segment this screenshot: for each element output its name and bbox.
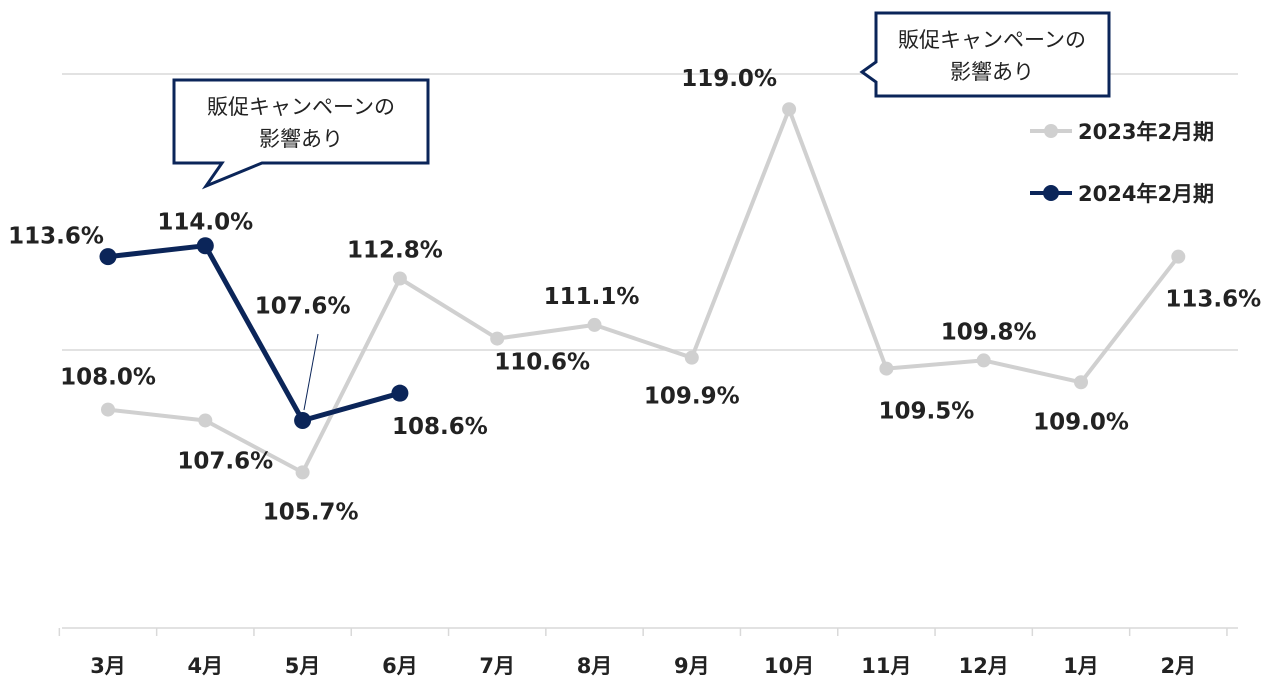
- callout-box: [172, 78, 430, 190]
- legend-label-2024: 2024年2月期: [1078, 182, 1214, 206]
- x-axis-ticks: [58, 628, 1228, 636]
- x-tick-label: 9月: [674, 654, 710, 678]
- callout-line1: 販促キャンペーンの: [898, 28, 1086, 52]
- callout-campaign-october: 販促キャンペーンの 影響あり: [859, 11, 1111, 98]
- legend-label-2023: 2023年2月期: [1078, 120, 1214, 144]
- data-label-2023: 111.1%: [544, 284, 640, 310]
- data-label-2023: 113.6%: [1165, 287, 1261, 313]
- x-tick-label: 7月: [479, 654, 515, 678]
- data-point: [587, 317, 602, 332]
- data-label-2023: 109.0%: [1033, 409, 1129, 435]
- data-point: [1074, 375, 1088, 390]
- data-label-2023: 108.0%: [60, 365, 156, 391]
- data-point: [684, 350, 699, 365]
- data-label-2024: 107.6%: [255, 293, 351, 319]
- data-label-2024: 113.6%: [8, 224, 104, 250]
- series-2024: [99, 237, 409, 429]
- callout-box: [859, 11, 1111, 98]
- data-label-2024: 114.0%: [157, 210, 253, 236]
- legend-item-2024: 2024年2月期: [1030, 182, 1214, 206]
- callout-line1: 販促キャンペーンの: [207, 95, 395, 119]
- data-label-2023: 110.6%: [494, 350, 590, 376]
- x-axis-labels: 3月 4月 5月 6月 7月 8月 9月 10月 11月 12月 1月 2月: [90, 654, 1196, 678]
- leader-line: [303, 333, 319, 411]
- series-layer: [99, 102, 1186, 480]
- x-tick-label: 3月: [90, 654, 126, 678]
- data-label-2023: 112.8%: [347, 238, 443, 264]
- data-label-2024: 108.6%: [392, 414, 488, 440]
- data-point: [294, 411, 312, 429]
- callout-line2: 影響あり: [950, 60, 1034, 84]
- data-point: [392, 271, 407, 286]
- data-point: [782, 102, 797, 117]
- data-point: [391, 384, 409, 402]
- data-point: [198, 413, 213, 428]
- data-point: [101, 402, 115, 417]
- legend: 2023年2月期 2024年2月期: [1030, 120, 1214, 206]
- x-tick-label: 1月: [1063, 654, 1099, 678]
- data-point: [976, 353, 991, 368]
- data-point: [99, 248, 117, 266]
- data-label-2023: 107.6%: [177, 448, 273, 474]
- x-tick-label: 10月: [764, 654, 814, 678]
- data-label-2023: 109.8%: [941, 319, 1037, 345]
- data-point: [295, 465, 310, 480]
- callout-campaign-spring: 販促キャンペーンの 影響あり: [172, 78, 430, 190]
- data-label-2023: 109.5%: [879, 399, 975, 425]
- data-label-2023: 109.9%: [644, 384, 740, 410]
- data-point: [1171, 249, 1186, 264]
- x-tick-label: 8月: [577, 654, 613, 678]
- legend-marker-2023: [1044, 124, 1058, 138]
- x-tick-label: 4月: [187, 654, 223, 678]
- series-line: [107, 107, 1180, 475]
- x-tick-label: 2月: [1160, 654, 1196, 678]
- x-tick-label: 6月: [382, 654, 418, 678]
- legend-item-2023: 2023年2月期: [1030, 120, 1214, 144]
- data-point: [490, 331, 505, 346]
- data-labels: 108.0% 107.6% 105.7% 112.8% 110.6% 111.1% 109.…: [8, 66, 1261, 525]
- callout-line2: 影響あり: [259, 127, 343, 151]
- x-tick-label: 12月: [959, 654, 1009, 678]
- series-2023: [101, 102, 1186, 480]
- data-point: [196, 237, 214, 255]
- series-line: [107, 243, 401, 423]
- data-label-2023: 119.0%: [681, 66, 777, 92]
- legend-marker-2024: [1043, 185, 1059, 201]
- x-tick-label: 11月: [861, 654, 911, 678]
- data-point: [879, 361, 894, 376]
- x-tick-label: 5月: [285, 654, 321, 678]
- data-label-2023: 105.7%: [263, 499, 359, 525]
